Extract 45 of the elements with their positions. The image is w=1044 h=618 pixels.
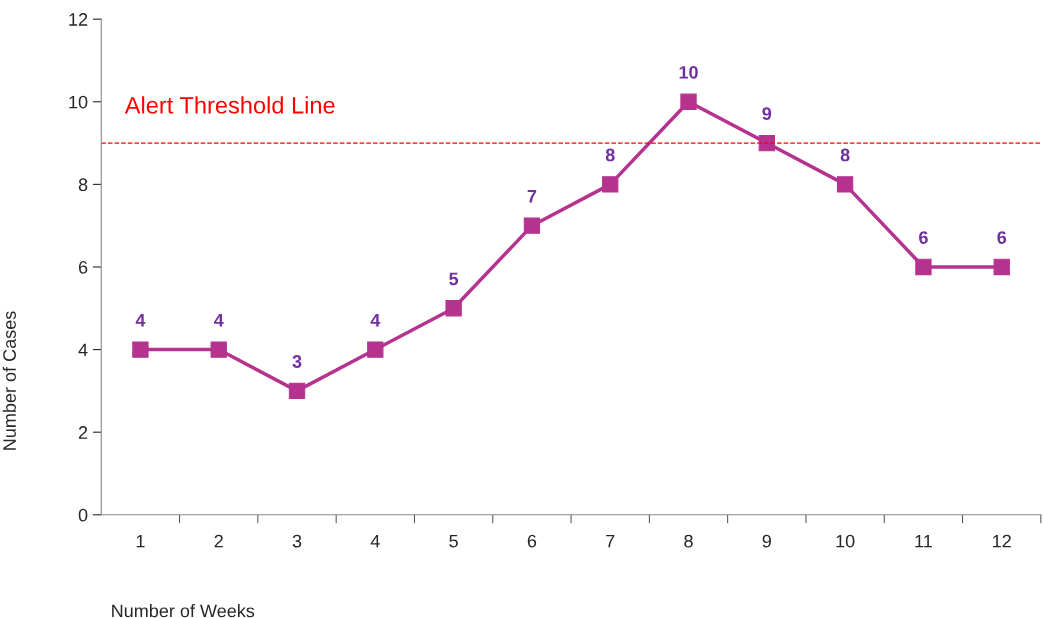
x-tick-label: 4 [370,534,380,548]
y-tick-label: 12 [69,13,88,26]
x-tick-label: 3 [292,534,302,548]
data-label: 5 [449,272,459,286]
y-tick-label: 4 [78,343,88,357]
data-label: 4 [370,313,381,327]
point [993,258,1010,276]
y-tick-label: 8 [78,178,88,192]
y-tick-label: 0 [78,508,88,522]
data-label: 3 [292,355,302,368]
point [915,258,932,276]
point [523,217,541,234]
y-axis-title: Number of Cases [2,311,16,450]
x-tick-label: 8 [684,534,693,548]
point [445,300,462,317]
point [680,93,697,110]
y-tick-label: 6 [78,260,88,274]
ref-line-label: Alert Threshold Line [124,96,335,114]
x-tick-label: 1 [136,534,145,548]
data-label: 8 [605,148,615,162]
point [836,176,854,193]
x-tick-label: 12 [993,534,1011,548]
x-axis-title: Number of Weeks [112,604,255,618]
data-label: 6 [997,231,1007,244]
x-tick-label: 5 [449,534,458,548]
point [132,341,149,358]
data-label: 7 [527,190,537,203]
point [210,341,227,358]
x-tick-label: 7 [606,534,615,548]
point [367,341,384,358]
data-label: 6 [919,231,928,244]
data-label: 10 [679,65,698,79]
x-tick-label: 9 [762,534,771,548]
x-tick-label: 10 [836,534,855,548]
data-label: 4 [213,313,224,327]
point [602,176,619,193]
y-tick-label: 2 [78,426,88,439]
point [288,382,306,400]
x-tick-label: 11 [915,534,932,548]
data-label: 9 [762,107,772,121]
y-tick-label: 10 [69,95,88,109]
x-tick-label: 2 [214,534,223,548]
data-label: 4 [135,313,146,327]
data-label: 8 [840,148,850,162]
x-tick-label: 6 [527,534,537,548]
